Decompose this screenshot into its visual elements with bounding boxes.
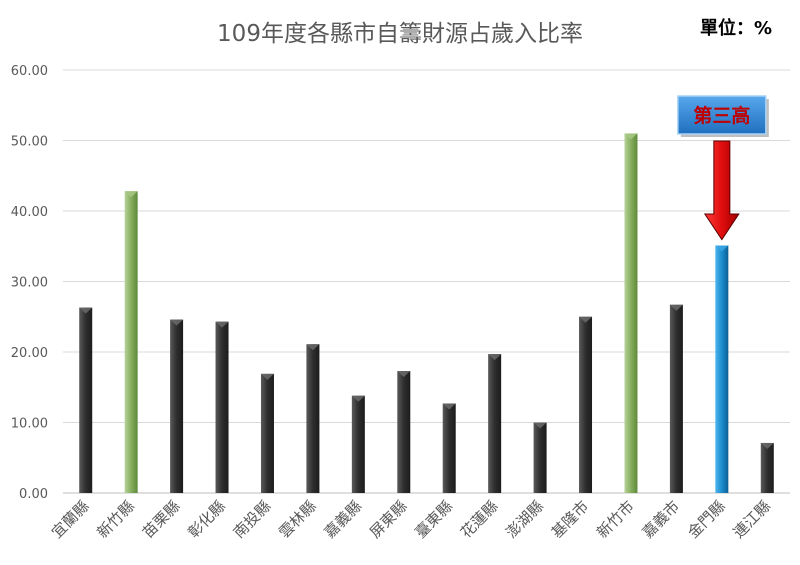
bar-cap: [669, 304, 683, 311]
bar: [715, 245, 729, 493]
bar: [533, 422, 547, 493]
x-tick-label: 基隆市: [548, 497, 593, 542]
callout-box: [677, 95, 767, 135]
x-tick-label: 雲林縣: [275, 497, 320, 542]
x-tick-label: 屏東縣: [366, 497, 411, 542]
bar-cap: [579, 316, 593, 323]
x-tick-label: 嘉義縣: [321, 497, 366, 542]
bar-cap: [760, 442, 774, 449]
y-tick-label: 0.00: [19, 487, 48, 502]
y-tick-label: 30.00: [11, 276, 48, 291]
unit-label: 單位：%: [700, 18, 773, 39]
x-tick-label: 金門縣: [684, 497, 729, 542]
bar: [215, 321, 229, 493]
x-tick-label: 連江縣: [730, 497, 775, 542]
chart-title: 109年度各縣市自籌財源占歲入比率: [217, 21, 583, 47]
x-tick-label: 苗栗縣: [139, 497, 184, 542]
bar-cap: [715, 245, 729, 252]
x-tick-label: 新竹縣: [93, 497, 138, 542]
bar: [760, 442, 774, 493]
bar: [124, 191, 138, 493]
bar-cap: [442, 403, 456, 410]
bar: [260, 373, 274, 493]
bar-cap: [306, 344, 320, 351]
bar: [170, 319, 184, 493]
bar-cap: [79, 307, 93, 314]
bar: [79, 307, 93, 493]
bar: [624, 133, 638, 493]
x-tick-label: 嘉義市: [639, 497, 684, 542]
bar: [306, 344, 320, 493]
y-tick-label: 20.00: [11, 346, 48, 361]
x-tick-label: 新竹市: [593, 497, 638, 542]
bar-cap: [351, 395, 365, 402]
x-tick-label: 南投縣: [230, 497, 275, 542]
bar: [442, 403, 456, 493]
bar: [579, 316, 593, 493]
x-tick-label: 花蓮縣: [457, 497, 502, 542]
bar: [488, 354, 502, 493]
y-tick-label: 40.00: [11, 205, 48, 220]
callout-text: 第三高: [693, 104, 750, 127]
arrow-down-icon: [703, 140, 740, 241]
bar-cap: [170, 319, 184, 326]
bar-cap: [488, 354, 502, 361]
bar-cap: [533, 422, 547, 429]
bar-cap: [215, 321, 229, 328]
bar-cap: [124, 191, 138, 198]
bar: [669, 304, 683, 493]
bar: [351, 395, 365, 493]
x-tick-label: 彰化縣: [184, 497, 229, 542]
bar: [397, 371, 411, 493]
x-tick-label: 澎湖縣: [502, 497, 547, 542]
bar-cap: [397, 371, 411, 378]
x-tick-label: 宜蘭縣: [48, 497, 93, 542]
bar-cap: [624, 133, 638, 140]
bar-cap: [260, 373, 274, 380]
y-tick-label: 60.00: [11, 64, 48, 79]
y-tick-label: 50.00: [11, 135, 48, 150]
x-tick-label: 臺東縣: [411, 497, 456, 542]
y-tick-label: 10.00: [11, 417, 48, 432]
